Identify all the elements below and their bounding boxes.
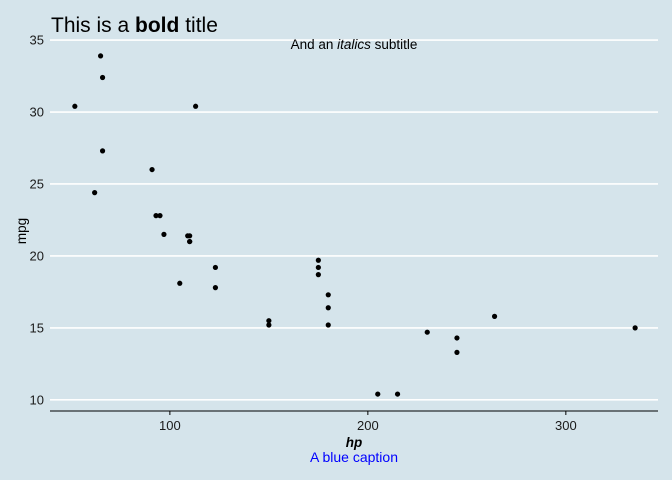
y-tick-label: 15 [30,320,44,335]
data-point [315,272,321,278]
y-tick-label: 25 [30,176,44,191]
chart-title: This is a bold title [51,14,218,37]
data-point [424,329,430,335]
data-point [325,292,331,298]
x-tick-label: 300 [555,418,577,433]
data-point [491,313,498,319]
data-point [177,280,183,286]
y-axis-title: mpg [14,218,29,244]
data-point [315,264,321,271]
chart-title-suffix: title [179,14,218,37]
chart-caption: A blue caption [310,449,398,465]
y-tick-label: 10 [30,392,44,407]
chart-subtitle-italic: italics [337,37,371,52]
chart-subtitle: And an italics subtitle [291,37,418,52]
data-point [266,318,272,324]
data-point [157,213,163,219]
data-point [185,233,191,239]
data-point [315,257,321,263]
chart-subtitle-prefix: And an [291,37,338,52]
data-point [99,74,106,81]
data-point [72,103,78,109]
y-tick-label: 20 [30,248,44,263]
data-point [187,238,193,245]
y-axis-ticks: 10 15 20 25 30 35 [30,33,44,408]
data-point [97,53,104,59]
data-point [161,231,167,237]
data-point [394,391,401,397]
data-point [193,103,199,109]
x-axis-ticks: 100 200 300 [159,411,577,433]
data-point [153,213,159,219]
data-point [632,325,638,331]
data-point [454,349,460,355]
data-point [454,335,460,341]
y-tick-label: 35 [30,33,44,48]
x-axis-title: hp [346,435,363,450]
data-point [92,190,98,196]
data-point [325,305,331,311]
data-point [266,322,272,328]
data-point [212,284,219,291]
data-point [212,264,219,271]
chart-title-bold: bold [135,14,179,37]
x-tick-label: 200 [357,418,379,433]
data-point [149,166,155,173]
data-point [99,148,106,154]
gridlines [50,39,658,401]
y-tick-label: 30 [30,105,44,120]
chart-subtitle-suffix: subtitle [371,37,418,52]
data-point [325,322,331,328]
data-points [72,53,638,397]
x-tick-label: 100 [159,418,181,433]
chart-title-prefix: This is a [51,14,135,37]
data-point [375,391,381,397]
